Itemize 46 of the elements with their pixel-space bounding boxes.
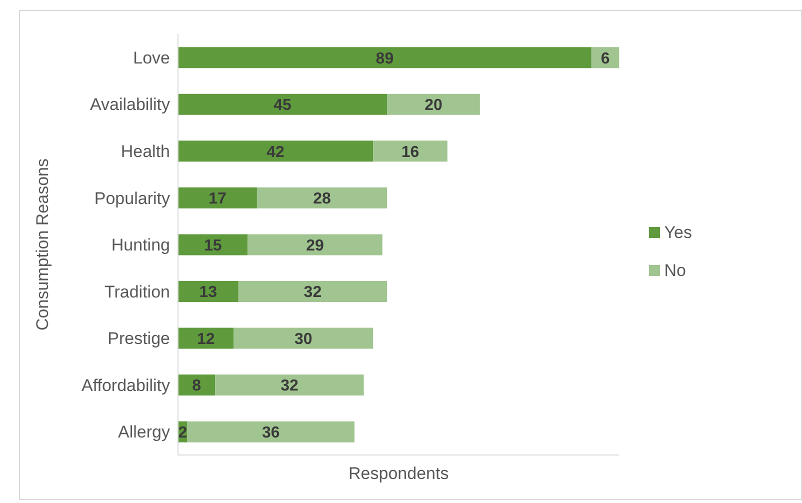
y-tick-label: Affordability	[81, 376, 170, 395]
data-label: 89	[376, 50, 394, 68]
data-label: 36	[262, 424, 280, 442]
data-label: 32	[280, 378, 298, 395]
bar	[178, 280, 238, 302]
bar	[256, 187, 388, 208]
bar	[373, 140, 448, 162]
y-tick-label: Allergy	[118, 422, 170, 442]
data-label: 28	[313, 190, 331, 208]
data-label: 2	[178, 424, 188, 442]
y-tick-label: Health	[120, 142, 170, 161]
y-tick-label: Tradition	[104, 282, 170, 302]
bar	[238, 280, 388, 302]
data-label: 6	[600, 50, 610, 68]
bar	[234, 328, 374, 349]
data-label: 15	[204, 237, 222, 254]
data-label: 30	[294, 330, 312, 348]
bar	[215, 374, 364, 396]
y-tick-label: Popularity	[94, 188, 170, 208]
data-label: 8	[192, 378, 202, 395]
y-tick-label: Love	[133, 48, 170, 68]
data-label: 17	[208, 190, 226, 208]
y-axis-title: Consumption Reasons	[33, 158, 52, 330]
bar	[178, 328, 234, 349]
bar	[178, 47, 592, 68]
legend-label: Yes	[664, 222, 692, 242]
bar	[178, 234, 248, 256]
bar	[248, 234, 382, 256]
y-tick-label: Prestige	[108, 329, 170, 348]
y-tick-label: Hunting	[111, 236, 170, 255]
y-tick-label: Availability	[90, 95, 170, 114]
data-label: 45	[274, 97, 292, 114]
data-label: 12	[196, 330, 215, 348]
bar	[178, 187, 257, 208]
x-axis-title: Respondents	[348, 464, 449, 483]
data-label: 29	[306, 237, 324, 254]
data-label: 13	[199, 284, 218, 302]
data-label: 20	[424, 97, 442, 114]
bar	[178, 94, 388, 115]
data-label: 16	[401, 144, 420, 161]
data-label: 32	[304, 284, 322, 302]
bar	[187, 421, 355, 442]
legend-label: No	[664, 260, 686, 280]
bar	[178, 140, 374, 162]
data-label: 42	[266, 144, 285, 161]
bar	[387, 94, 480, 115]
